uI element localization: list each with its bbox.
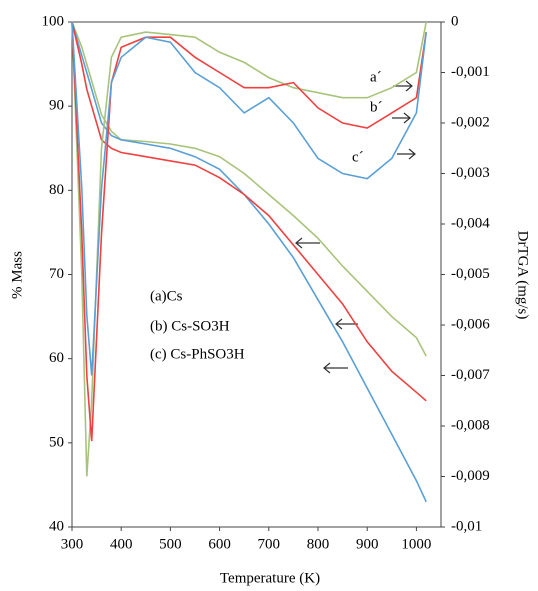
legend-label: (b) Cs-SO3H <box>150 318 230 334</box>
y-tick-label: 70 <box>49 266 64 282</box>
y2-tick-label: -0,001 <box>451 64 490 80</box>
arrow <box>392 112 411 124</box>
line-series <box>71 21 427 376</box>
x-tick-label: 500 <box>159 536 182 552</box>
curve-label: b´ <box>370 99 383 115</box>
y2-tick-label: -0,007 <box>451 367 490 383</box>
y2-axis-label: DrTGA (mg/s) <box>515 231 531 320</box>
curve-label: a´ <box>370 69 382 85</box>
x-tick-label: 300 <box>61 536 84 552</box>
y2-tick-label: -0,009 <box>451 468 490 484</box>
y2-tick-label: -0,005 <box>451 266 490 282</box>
x-tick-label: 400 <box>110 536 133 552</box>
legend-label: (c) Cs-PhSO3H <box>150 346 245 362</box>
x-axis-label: Temperature (K) <box>220 570 320 586</box>
x-tick-label: 800 <box>307 536 330 552</box>
line-series <box>71 21 427 402</box>
x-tick-label: 1000 <box>401 536 431 552</box>
y-tick-label: 80 <box>49 182 64 198</box>
line-series <box>71 21 427 503</box>
arrow <box>397 148 416 160</box>
x-tick-label: 900 <box>356 536 379 552</box>
legend-label: (a)Cs <box>150 288 183 304</box>
x-tick-label: 600 <box>208 536 231 552</box>
y-tick-label: 90 <box>49 98 64 114</box>
y-tick-label: 100 <box>42 13 65 29</box>
y2-tick-label: 0 <box>451 13 459 29</box>
y2-tick-label: -0,002 <box>451 114 490 130</box>
arrow <box>393 80 413 92</box>
y-tick-label: 50 <box>49 434 64 450</box>
line-series <box>71 21 427 357</box>
y2-tick-label: -0,008 <box>451 417 490 433</box>
y-tick-label: 60 <box>49 350 64 366</box>
arrow <box>335 318 358 330</box>
y2-tick-label: -0,004 <box>451 215 490 231</box>
curve-label: c´ <box>352 149 364 165</box>
arrow <box>323 362 348 374</box>
arrows <box>295 80 416 374</box>
line-series <box>71 21 427 442</box>
y-axis-label: % Mass <box>9 251 25 299</box>
x-tick-label: 700 <box>258 536 281 552</box>
y2-tick-label: -0,006 <box>451 316 490 332</box>
arrow <box>295 237 320 249</box>
line-series <box>71 21 427 477</box>
y2-tick-label: -0,01 <box>451 518 482 534</box>
y2-tick-label: -0,003 <box>451 165 490 181</box>
y-tick-label: 40 <box>49 518 64 534</box>
